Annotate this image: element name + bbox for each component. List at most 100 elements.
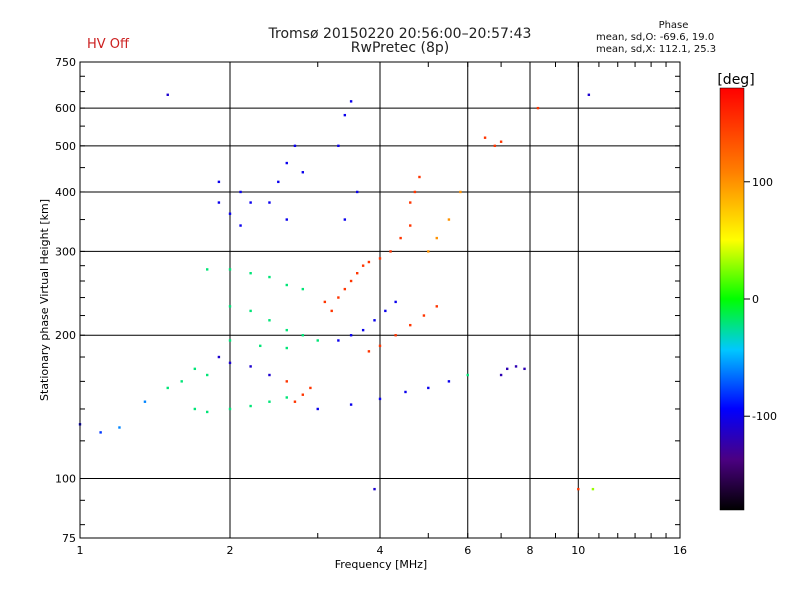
- data-point: [118, 426, 121, 429]
- data-point: [499, 140, 503, 143]
- x-tick-label: 10: [571, 544, 585, 557]
- data-point: [249, 365, 252, 368]
- data-point: [373, 487, 376, 491]
- data-point: [337, 339, 340, 342]
- data-point: [205, 268, 209, 271]
- phase-stats-x: mean, sd,X: 112.1, 25.3: [596, 44, 717, 55]
- data-point: [435, 305, 438, 308]
- data-point: [399, 236, 402, 240]
- data-point: [268, 319, 271, 322]
- data-point: [361, 264, 365, 267]
- data-point: [422, 314, 426, 317]
- data-point: [268, 201, 271, 204]
- data-point: [249, 201, 252, 204]
- data-point: [394, 300, 397, 304]
- data-points: [78, 93, 595, 491]
- y-axis-label: Stationary phase Virtual Height [km]: [38, 199, 51, 401]
- data-point: [228, 339, 232, 342]
- data-point: [293, 400, 297, 403]
- data-point: [409, 323, 412, 327]
- data-point: [587, 93, 591, 96]
- data-point: [394, 334, 397, 337]
- data-point: [389, 250, 392, 253]
- data-point: [466, 373, 469, 377]
- data-point: [285, 161, 288, 165]
- data-point: [316, 339, 319, 342]
- data-point: [349, 334, 353, 337]
- data-point: [349, 403, 353, 406]
- data-point: [355, 272, 359, 275]
- data-point: [217, 180, 221, 184]
- data-point: [330, 309, 333, 313]
- data-point: [427, 250, 430, 253]
- data-point: [166, 93, 169, 96]
- colorbar-tick-label: 100: [752, 176, 773, 189]
- y-tick-label: 100: [55, 473, 76, 486]
- data-point: [309, 386, 312, 390]
- x-axis-label: Frequency [MHz]: [335, 558, 427, 571]
- y-tick-label: 75: [62, 532, 76, 545]
- data-point: [228, 407, 232, 411]
- data-point: [239, 224, 242, 227]
- chart-subtitle: RwPretec (8p): [350, 40, 450, 56]
- data-point: [249, 309, 252, 313]
- data-point: [180, 380, 183, 383]
- data-point: [285, 396, 288, 399]
- data-point: [301, 287, 305, 291]
- data-point: [413, 190, 417, 194]
- y-tick-label: 500: [55, 140, 76, 153]
- data-point: [285, 346, 288, 350]
- data-point: [343, 287, 347, 291]
- phase-stats: Phase mean, sd,O: -69.6, 19.0 mean, sd,X…: [596, 20, 721, 56]
- data-point: [427, 386, 430, 390]
- data-point: [259, 344, 262, 348]
- colorbar-ticks: 100 0 -100: [744, 176, 777, 423]
- data-point: [343, 218, 347, 221]
- data-point: [435, 236, 438, 240]
- y-tick-label: 200: [55, 329, 76, 342]
- y-tick-label: 750: [55, 56, 76, 69]
- x-tick-label: 8: [527, 544, 534, 557]
- data-point: [459, 190, 462, 194]
- data-point: [591, 487, 595, 491]
- data-point: [409, 224, 412, 227]
- axes: 1 2 4 6 8 10 16 75 100 200 300 400 500 600 750: [55, 56, 687, 557]
- data-point: [285, 218, 288, 221]
- data-point: [367, 350, 371, 353]
- data-point: [505, 367, 509, 371]
- data-point: [239, 190, 242, 194]
- data-point: [217, 201, 221, 204]
- data-point: [536, 106, 540, 110]
- data-point: [337, 144, 340, 148]
- data-point: [337, 296, 340, 299]
- data-point: [205, 373, 209, 377]
- data-point: [323, 300, 327, 304]
- data-point: [166, 386, 169, 390]
- data-point: [228, 305, 232, 308]
- data-point: [285, 283, 288, 287]
- data-point: [193, 367, 197, 371]
- grid-lines: [80, 62, 680, 538]
- phase-stats-o: mean, sd,O: -69.6, 19.0: [596, 32, 715, 43]
- data-point: [577, 487, 580, 491]
- data-point: [277, 180, 280, 184]
- data-point: [228, 212, 232, 215]
- data-point: [228, 268, 232, 271]
- data-point: [205, 410, 209, 414]
- data-point: [217, 355, 221, 359]
- data-point: [316, 407, 319, 411]
- data-point: [499, 373, 503, 377]
- y-tick-label: 300: [55, 245, 76, 258]
- data-point: [193, 407, 197, 411]
- colorbar-tick-label: -100: [752, 410, 777, 423]
- colorbar: [719, 87, 745, 511]
- data-point: [285, 328, 288, 332]
- hv-status-label: HV Off: [87, 37, 129, 52]
- data-point: [367, 260, 371, 264]
- data-point: [447, 380, 451, 383]
- x-tick-label: 16: [673, 544, 687, 557]
- data-point: [301, 393, 305, 396]
- data-point: [285, 380, 288, 383]
- chart-title: Tromsø 20150220 20:56:00–20:57:43: [268, 26, 532, 42]
